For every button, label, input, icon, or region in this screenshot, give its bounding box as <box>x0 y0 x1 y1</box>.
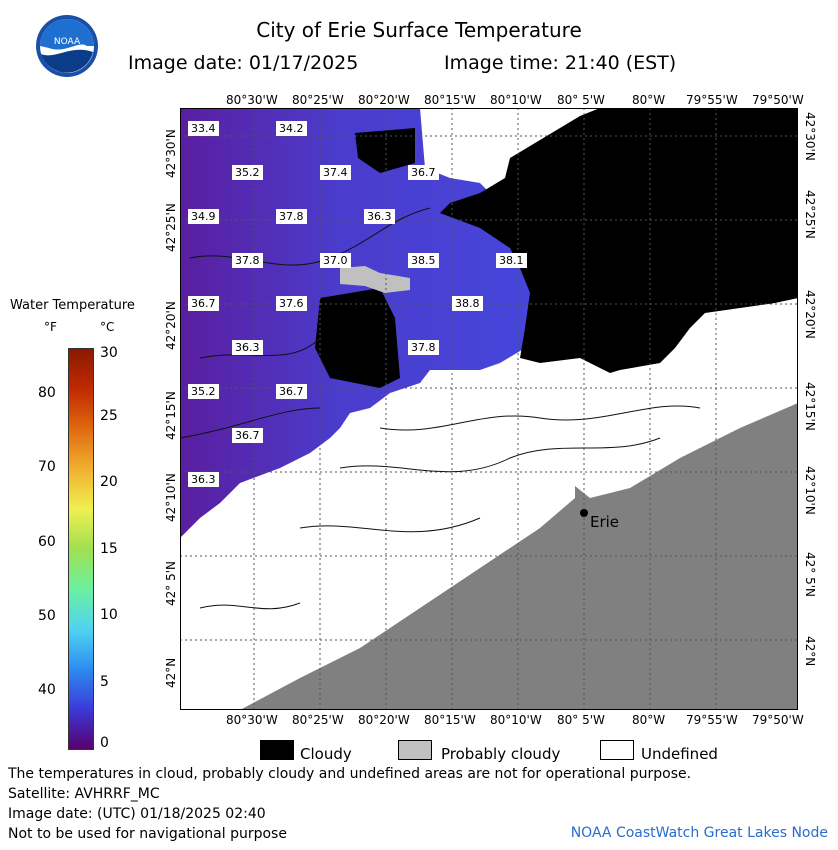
temperature-label: 34.9 <box>188 209 219 224</box>
temperature-label: 36.7 <box>408 165 439 180</box>
satellite-text: Satellite: AVHRRF_MC <box>8 786 160 802</box>
fahrenheit-tick: 50 <box>38 608 56 624</box>
temperature-label: 37.0 <box>320 253 351 268</box>
left-lat-tick: 42°N <box>164 657 178 688</box>
key-label-undefined: Undefined <box>641 745 718 763</box>
temperature-label: 36.7 <box>188 296 219 311</box>
temperature-label: 36.7 <box>276 384 307 399</box>
right-lat-tick: 42°10'N <box>803 466 817 515</box>
temperature-label: 36.3 <box>232 340 263 355</box>
bottom-lon-tick: 79°55'W <box>686 713 738 727</box>
temperature-label: 37.6 <box>276 296 307 311</box>
key-swatch-probably-cloudy <box>398 740 432 760</box>
bottom-lon-tick: 80°W <box>632 713 666 727</box>
utc-date-text: Image date: (UTC) 01/18/2025 02:40 <box>8 806 266 822</box>
key-label-cloudy: Cloudy <box>300 745 352 763</box>
bottom-lon-tick: 80° 5'W <box>557 713 605 727</box>
noaa-credit: NOAA CoastWatch Great Lakes Node <box>570 825 828 841</box>
image-time: Image time: 21:40 (EST) <box>444 52 677 74</box>
bottom-lon-tick: 79°50'W <box>752 713 804 727</box>
temperature-label: 38.8 <box>452 296 483 311</box>
top-lon-tick: 80°15'W <box>424 93 476 107</box>
top-lon-tick: 80°25'W <box>292 93 344 107</box>
celsius-tick: 15 <box>100 541 118 557</box>
left-lat-tick: 42°10'N <box>164 473 178 522</box>
temperature-label: 34.2 <box>276 121 307 136</box>
top-lon-tick: 80° 5'W <box>557 93 605 107</box>
fahrenheit-tick: 80 <box>38 385 56 401</box>
map-graphic: Erie <box>180 108 798 710</box>
right-lat-tick: 42°25'N <box>803 190 817 239</box>
fahrenheit-tick: 70 <box>38 459 56 475</box>
probably-cloudy-area <box>340 266 410 293</box>
land-area <box>240 403 798 710</box>
logo-text: NOAA <box>54 37 81 47</box>
celsius-tick: 20 <box>100 474 118 490</box>
fahrenheit-tick: 40 <box>38 682 56 698</box>
bottom-lon-tick: 80°25'W <box>292 713 344 727</box>
disclaimer-text: The temperatures in cloud, probably clou… <box>8 766 692 782</box>
right-lat-tick: 42° 5'N <box>803 552 817 597</box>
top-lon-tick: 79°50'W <box>752 93 804 107</box>
cloudy-area <box>440 108 798 373</box>
noaa-logo: NOAA <box>35 14 99 78</box>
temperature-label: 36.3 <box>364 209 395 224</box>
bottom-lon-tick: 80°20'W <box>358 713 410 727</box>
temperature-label: 35.2 <box>232 165 263 180</box>
celsius-tick: 10 <box>100 607 118 623</box>
temperature-map: Erie 33.4 34.2 35.2 37.4 36.7 34.9 37.8 … <box>180 108 798 710</box>
legend-title: Water Temperature <box>10 298 135 313</box>
unit-celsius: °C <box>100 320 115 334</box>
celsius-tick: 25 <box>100 408 118 424</box>
key-label-probably-cloudy: Probably cloudy <box>441 745 561 763</box>
fahrenheit-tick: 60 <box>38 534 56 550</box>
navigation-warning: Not to be used for navigational purpose <box>8 826 287 842</box>
city-label-erie: Erie <box>590 513 619 531</box>
celsius-tick: 5 <box>100 674 109 690</box>
left-lat-tick: 42°25'N <box>164 203 178 252</box>
temperature-label: 33.4 <box>188 121 219 136</box>
temperature-label: 35.2 <box>188 384 219 399</box>
noaa-logo-graphic: NOAA <box>36 15 98 77</box>
left-lat-tick: 42°20'N <box>164 301 178 350</box>
cloudy-area <box>315 288 400 388</box>
temperature-colorbar <box>68 348 94 750</box>
bottom-lon-tick: 80°10'W <box>490 713 542 727</box>
temperature-label: 36.7 <box>232 428 263 443</box>
temperature-label: 37.8 <box>276 209 307 224</box>
key-swatch-cloudy <box>260 740 294 760</box>
right-lat-tick: 42°N <box>803 636 817 667</box>
left-lat-tick: 42°15'N <box>164 391 178 440</box>
right-lat-tick: 42°20'N <box>803 290 817 339</box>
temperature-label: 38.1 <box>496 253 527 268</box>
cloudy-area <box>355 128 415 173</box>
unit-fahrenheit: °F <box>44 320 57 334</box>
page-title: City of Erie Surface Temperature <box>256 18 582 42</box>
top-lon-tick: 80°20'W <box>358 93 410 107</box>
top-lon-tick: 79°55'W <box>686 93 738 107</box>
celsius-tick: 0 <box>100 735 109 751</box>
temperature-label: 36.3 <box>188 472 219 487</box>
left-lat-tick: 42°30'N <box>164 129 178 178</box>
temperature-label: 38.5 <box>408 253 439 268</box>
right-lat-tick: 42°30'N <box>803 112 817 161</box>
top-lon-tick: 80°W <box>632 93 666 107</box>
top-lon-tick: 80°10'W <box>490 93 542 107</box>
image-date: Image date: 01/17/2025 <box>128 52 359 74</box>
graticule <box>180 108 798 710</box>
bottom-lon-tick: 80°15'W <box>424 713 476 727</box>
erie-marker <box>580 509 588 517</box>
right-lat-tick: 42°15'N <box>803 382 817 431</box>
celsius-tick: 30 <box>100 345 118 361</box>
key-swatch-undefined <box>600 740 634 760</box>
temperature-label: 37.4 <box>320 165 351 180</box>
temperature-label: 37.8 <box>232 253 263 268</box>
left-lat-tick: 42° 5'N <box>164 561 178 606</box>
temperature-label: 37.8 <box>408 340 439 355</box>
bottom-lon-tick: 80°30'W <box>226 713 278 727</box>
top-lon-tick: 80°30'W <box>226 93 278 107</box>
